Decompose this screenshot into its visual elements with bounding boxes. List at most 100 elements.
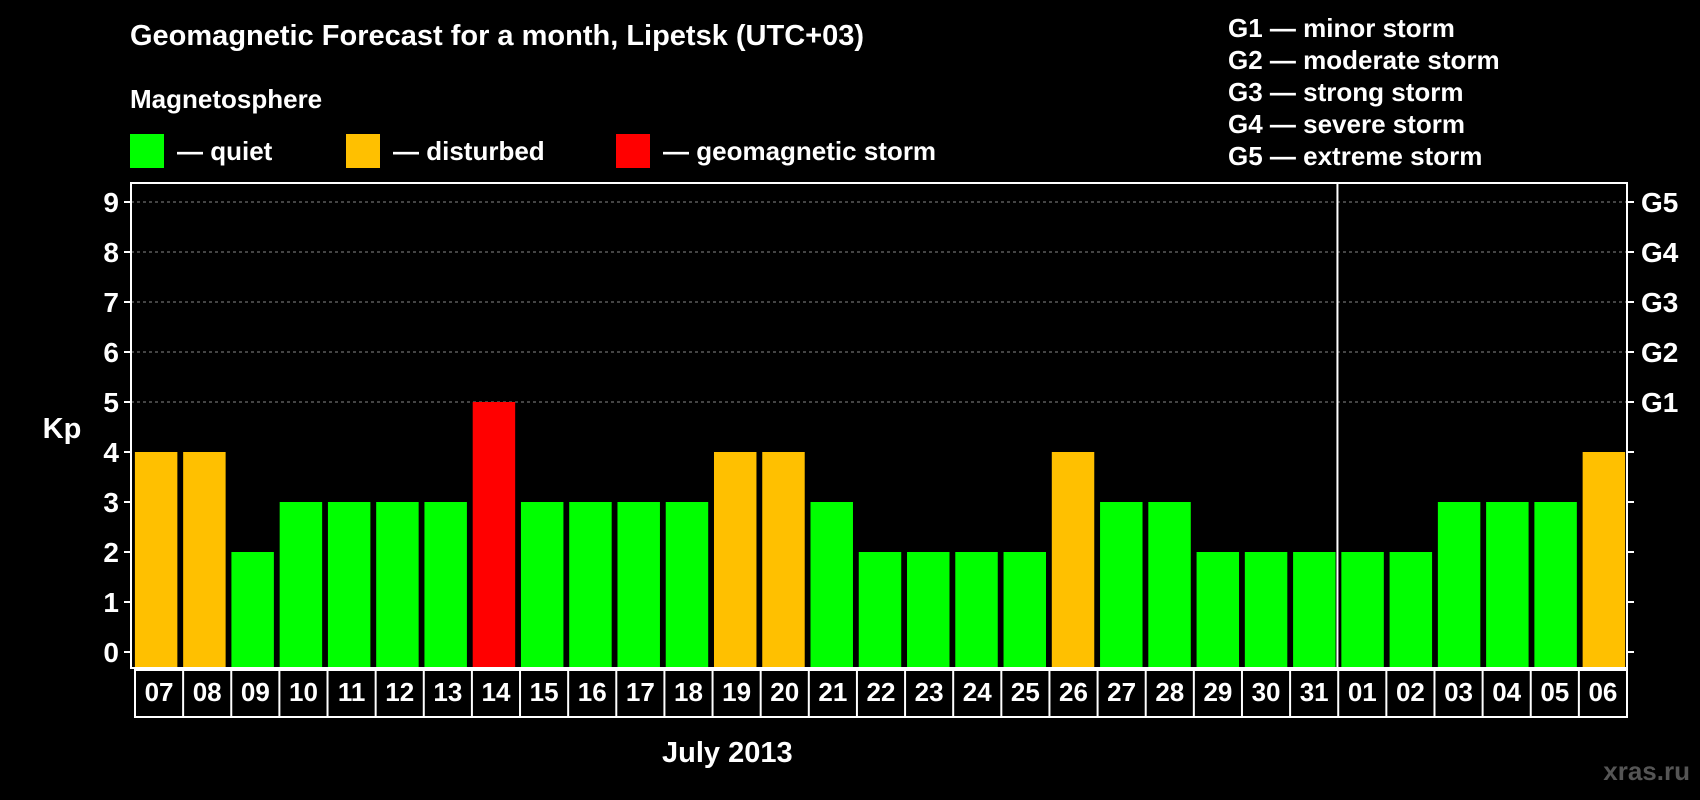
- y-tick-label-5: 5: [103, 387, 119, 418]
- bar-24: [955, 552, 998, 668]
- bar-07: [134, 452, 178, 668]
- g-level-tick-G4: G4: [1641, 237, 1679, 268]
- legend-swatch-disturbed: [346, 134, 380, 168]
- bar-14: [472, 402, 516, 668]
- x-tick-label-27: 27: [1107, 677, 1136, 707]
- bar-15: [520, 502, 564, 668]
- bar-08: [183, 452, 226, 668]
- bar-02: [1389, 552, 1433, 668]
- x-tick-label-03: 03: [1444, 677, 1473, 707]
- legend-swatch-quiet: [130, 134, 164, 168]
- bar-19: [713, 452, 757, 668]
- x-tick-label-19: 19: [722, 677, 751, 707]
- bar-26: [1051, 452, 1095, 668]
- bar-16: [569, 502, 612, 668]
- legend-label-storm: — geomagnetic storm: [663, 136, 937, 166]
- g-level-tick-G1: G1: [1641, 387, 1678, 418]
- bar-03: [1437, 502, 1481, 668]
- x-tick-label-24: 24: [963, 677, 992, 707]
- bar-29: [1196, 552, 1240, 668]
- bar-01: [1341, 552, 1384, 668]
- x-tick-label-18: 18: [674, 677, 703, 707]
- g-level-tick-G5: G5: [1641, 187, 1678, 218]
- x-tick-label-14: 14: [482, 677, 511, 707]
- bar-28: [1148, 502, 1191, 668]
- bar-22: [858, 552, 902, 668]
- bar-12: [376, 502, 419, 668]
- bar-09: [231, 552, 274, 668]
- x-tick-label-22: 22: [867, 677, 896, 707]
- x-tick-label-31: 31: [1300, 677, 1329, 707]
- date-cell-frame: [134, 669, 1628, 718]
- bar-06: [1582, 452, 1626, 668]
- x-tick-label-23: 23: [915, 677, 944, 707]
- bar-31: [1293, 552, 1336, 668]
- axes: 0 1 2 3 4 5 6 7 8 9 G1 G2 G3 G4 G5 Kp: [43, 182, 1679, 669]
- y-tick-label-9: 9: [103, 187, 119, 218]
- bar-18: [665, 502, 709, 668]
- bar-25: [1003, 552, 1047, 668]
- bar-30: [1244, 552, 1288, 668]
- bar-21: [810, 502, 853, 668]
- y-tick-label-3: 3: [103, 487, 119, 518]
- bar-13: [424, 502, 467, 668]
- bar-17: [617, 502, 660, 668]
- g-level-3: G3 — strong storm: [1228, 77, 1464, 107]
- bar-05: [1534, 502, 1577, 668]
- g-level-legend: G1 — minor storm G2 — moderate storm G3 …: [1228, 12, 1500, 172]
- x-tick-label-21: 21: [818, 677, 847, 707]
- y-axis-label: Kp: [43, 413, 82, 445]
- legend-label-quiet: — quiet: [177, 136, 273, 166]
- x-tick-label-20: 20: [770, 677, 799, 707]
- x-tick-label-12: 12: [385, 677, 414, 707]
- y-tick-label-7: 7: [103, 287, 119, 318]
- x-tick-label-25: 25: [1011, 677, 1040, 707]
- x-tick-label-01: 01: [1348, 677, 1377, 707]
- y-tick-label-0: 0: [103, 637, 119, 668]
- bar-04: [1486, 502, 1529, 668]
- x-tick-label-09: 09: [241, 677, 270, 707]
- legend-item-quiet: — quiet: [130, 134, 310, 168]
- y-tick-label-6: 6: [103, 337, 119, 368]
- x-axis-label: July 2013: [662, 737, 793, 769]
- bar-23: [907, 552, 950, 668]
- y-tick-label-1: 1: [103, 587, 119, 618]
- x-tick-label-13: 13: [433, 677, 462, 707]
- g-level-5: G5 — extreme storm: [1228, 141, 1483, 171]
- x-tick-label-26: 26: [1059, 677, 1088, 707]
- x-tick-label-29: 29: [1203, 677, 1232, 707]
- bar-20: [762, 452, 805, 668]
- watermark: xras.ru: [1603, 756, 1690, 786]
- x-tick-label-11: 11: [338, 677, 366, 707]
- legend-swatch-storm: [616, 134, 650, 168]
- x-tick-label-08: 08: [193, 677, 222, 707]
- plot-frame: [130, 182, 1628, 669]
- x-tick-label-07: 07: [145, 677, 174, 707]
- x-tick-label-30: 30: [1252, 677, 1281, 707]
- legend-title: Magnetosphere: [130, 84, 323, 114]
- g-level-1: G1 — minor storm: [1228, 13, 1455, 43]
- grid: [131, 201, 1627, 403]
- legend-label-disturbed: — disturbed: [393, 136, 545, 166]
- chart-title: Geomagnetic Forecast for a month, Lipets…: [130, 20, 865, 52]
- g-level-tick-G3: G3: [1641, 287, 1678, 318]
- legend-item-storm: — geomagnetic storm: [616, 134, 956, 168]
- bar-11: [327, 502, 371, 668]
- bars: [134, 402, 1626, 668]
- x-tick-label-17: 17: [626, 677, 655, 707]
- x-axis-date-cells: 07 08 09 10 11 12 13 14 15 16 17 18 19 20 21 22 23 24 25 26…: [134, 669, 1628, 718]
- g-level-2: G2 — moderate storm: [1228, 45, 1500, 75]
- x-tick-label-02: 02: [1396, 677, 1425, 707]
- legend-item-disturbed: — disturbed: [346, 134, 566, 168]
- x-tick-label-06: 06: [1588, 677, 1617, 707]
- g-level-tick-G2: G2: [1641, 337, 1678, 368]
- x-tick-label-05: 05: [1540, 677, 1569, 707]
- x-tick-label-10: 10: [289, 677, 318, 707]
- y-tick-label-4: 4: [103, 437, 119, 468]
- x-tick-label-15: 15: [530, 677, 559, 707]
- x-tick-label-04: 04: [1492, 677, 1521, 707]
- y-tick-label-8: 8: [103, 237, 119, 268]
- g-level-4: G4 — severe storm: [1228, 109, 1466, 139]
- bar-10: [279, 502, 323, 668]
